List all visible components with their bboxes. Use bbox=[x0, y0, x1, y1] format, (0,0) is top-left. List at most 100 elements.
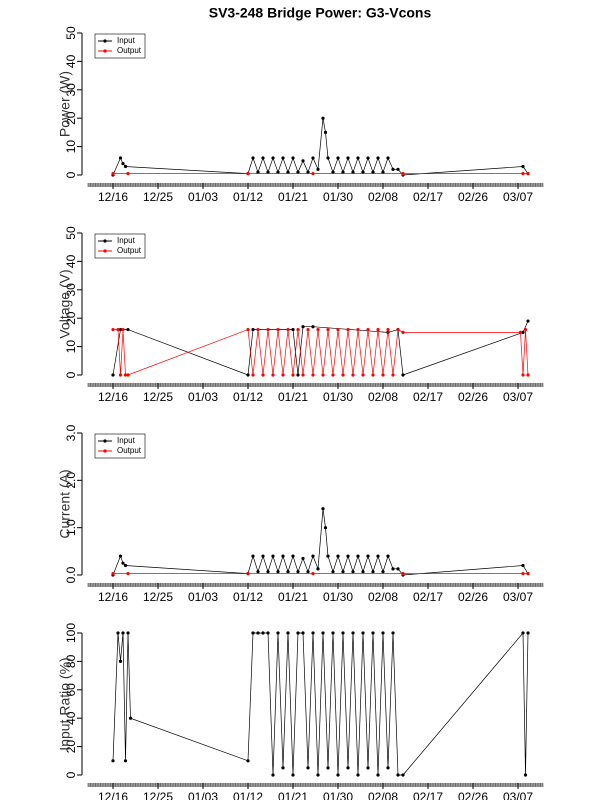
data-point bbox=[118, 373, 123, 377]
data-point bbox=[356, 327, 360, 332]
data-point bbox=[256, 170, 260, 174]
data-point bbox=[301, 159, 305, 163]
data-point bbox=[341, 373, 345, 377]
y-tick-label: 40 bbox=[64, 54, 78, 68]
data-point bbox=[361, 631, 365, 635]
data-point bbox=[401, 571, 405, 576]
x-tick-label: 03/07 bbox=[503, 790, 533, 800]
y-tick-label: 60 bbox=[64, 683, 78, 697]
y-tick-label: 2.0 bbox=[64, 472, 78, 489]
data-point bbox=[316, 167, 320, 171]
data-point bbox=[361, 373, 365, 377]
y-tick-label: 30 bbox=[64, 283, 78, 297]
data-point bbox=[311, 171, 315, 176]
data-point bbox=[286, 631, 290, 635]
y-tick-label: 40 bbox=[64, 254, 78, 268]
data-point bbox=[331, 373, 335, 377]
data-point bbox=[261, 631, 265, 635]
legend-box bbox=[94, 33, 146, 59]
x-tick-label: 01/03 bbox=[188, 790, 218, 800]
data-point bbox=[521, 171, 525, 176]
data-point bbox=[111, 327, 115, 332]
data-point bbox=[523, 773, 528, 777]
data-point bbox=[321, 507, 325, 511]
data-point bbox=[111, 759, 115, 763]
x-tick-label: 02/26 bbox=[458, 590, 488, 604]
legend-dot bbox=[103, 39, 107, 43]
data-point bbox=[526, 319, 530, 323]
data-point bbox=[306, 766, 310, 770]
series-line bbox=[112, 320, 529, 376]
data-point bbox=[381, 170, 385, 174]
y-tick-label: 0 bbox=[64, 371, 78, 378]
data-point bbox=[311, 554, 315, 558]
data-point bbox=[118, 156, 123, 160]
x-tick-label: 01/21 bbox=[278, 790, 308, 800]
data-point bbox=[111, 373, 115, 377]
y-tick-label: 40 bbox=[64, 711, 78, 725]
x-tick-label: 03/07 bbox=[503, 190, 533, 204]
data-point bbox=[286, 170, 290, 174]
legend-label: Input bbox=[117, 236, 136, 245]
data-point bbox=[366, 766, 370, 770]
data-point bbox=[256, 570, 260, 574]
data-point bbox=[346, 327, 350, 332]
data-point bbox=[371, 373, 375, 377]
data-point bbox=[126, 327, 130, 332]
data-point bbox=[321, 116, 325, 120]
data-point bbox=[121, 162, 125, 166]
y-tick-label: 100 bbox=[64, 623, 78, 643]
data-point bbox=[341, 631, 345, 635]
data-point bbox=[323, 130, 328, 134]
data-point bbox=[371, 170, 375, 174]
data-point bbox=[316, 773, 320, 777]
data-point bbox=[118, 327, 123, 332]
data-point bbox=[306, 570, 310, 574]
data-point bbox=[311, 156, 315, 160]
data-point bbox=[301, 631, 305, 635]
data-point bbox=[271, 773, 275, 777]
data-point bbox=[381, 373, 385, 377]
data-point bbox=[121, 561, 125, 565]
page-title: SV3-248 Bridge Power: G3-Vcons bbox=[209, 5, 432, 21]
x-tick-label: 12/25 bbox=[143, 790, 173, 800]
x-tick-label: 01/21 bbox=[278, 390, 308, 404]
data-point bbox=[296, 170, 300, 174]
data-point bbox=[521, 330, 525, 334]
data-point bbox=[311, 373, 315, 377]
data-point bbox=[366, 327, 370, 332]
data-point bbox=[251, 373, 255, 377]
data-point bbox=[126, 571, 130, 576]
data-point bbox=[341, 570, 345, 574]
data-point bbox=[281, 373, 285, 377]
data-point bbox=[521, 571, 525, 576]
data-point bbox=[396, 327, 400, 332]
data-point bbox=[351, 570, 355, 574]
y-axis-label: Input Ratio (%) bbox=[57, 657, 73, 750]
data-point bbox=[361, 170, 365, 174]
data-point bbox=[256, 631, 260, 635]
data-point bbox=[521, 164, 525, 169]
x-tick-label: 03/07 bbox=[503, 590, 533, 604]
data-point bbox=[266, 570, 270, 574]
data-point bbox=[341, 170, 345, 174]
data-point bbox=[296, 327, 300, 332]
data-point bbox=[271, 156, 275, 160]
data-point bbox=[401, 773, 405, 777]
data-point bbox=[526, 631, 530, 635]
data-point bbox=[396, 167, 400, 171]
x-tick-label: 02/26 bbox=[458, 390, 488, 404]
legend-box bbox=[94, 433, 146, 459]
data-point bbox=[271, 554, 275, 558]
data-point bbox=[316, 567, 320, 571]
data-point bbox=[321, 631, 325, 635]
data-point bbox=[376, 773, 380, 777]
x-tick-label: 01/12 bbox=[233, 390, 263, 404]
y-tick-label: 20 bbox=[64, 111, 78, 125]
data-point bbox=[126, 373, 130, 377]
x-tick-label: 12/25 bbox=[143, 390, 173, 404]
data-point bbox=[391, 373, 395, 377]
legend-label: Output bbox=[117, 446, 142, 455]
x-tick-label: 02/08 bbox=[368, 390, 398, 404]
y-tick-label: 3.0 bbox=[64, 424, 78, 441]
